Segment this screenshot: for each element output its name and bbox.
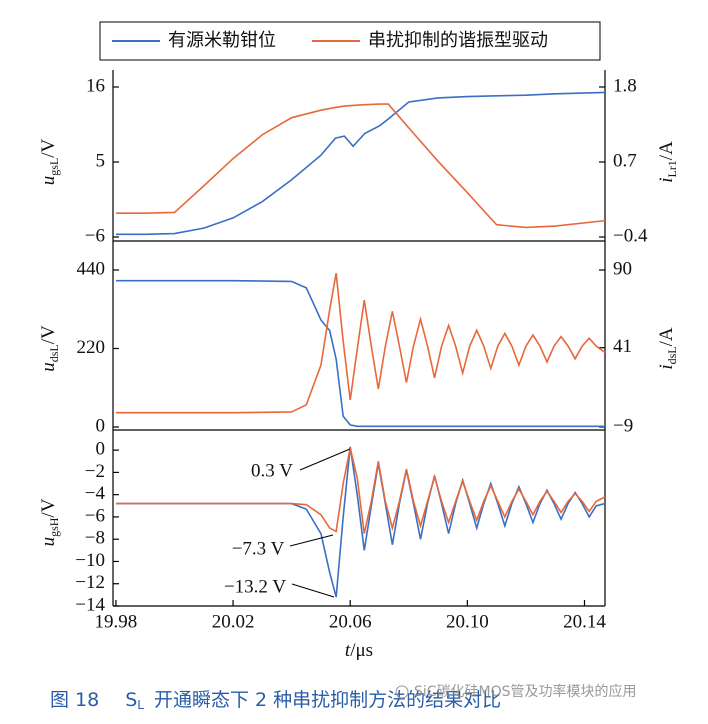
- caption-figure: 图 18: [50, 689, 99, 711]
- y-tick-label: −2: [85, 461, 105, 482]
- y-tick-label: 440: [77, 258, 106, 279]
- y-axis-label: ugsH/V: [38, 498, 60, 546]
- x-axis-label-unit: /μs: [350, 640, 373, 661]
- annotation-arrow: [299, 448, 351, 471]
- series-line: [115, 103, 606, 229]
- y-axis-label-var: u: [38, 537, 59, 547]
- annotation: −7.3 V: [232, 538, 285, 559]
- series-line: [115, 447, 606, 534]
- y2-axis-label-unit: /A: [656, 327, 677, 346]
- y2-axis-label-sub: Lr1: [665, 160, 679, 177]
- caption-text: 开通瞬态下 2 种串扰抑制方法的结果对比: [154, 689, 501, 711]
- y2-axis-label: idsL/A: [656, 327, 678, 370]
- annotation: 0.3 V: [251, 460, 293, 481]
- x-axis-label: t/μs: [345, 640, 373, 661]
- x-axis-label-var: t: [345, 640, 351, 661]
- y-axis-label-unit: /V: [38, 325, 59, 344]
- y-axis-label-var: u: [38, 176, 59, 186]
- y-tick-label: −14: [75, 594, 105, 615]
- y-tick-label: 220: [77, 337, 106, 358]
- y-tick-label: −8: [85, 528, 105, 549]
- y2-axis-label-sub: dsL: [665, 346, 679, 364]
- watermark-icon: [395, 685, 409, 699]
- y-tick-label: −6: [85, 505, 105, 526]
- y-tick-label: −4: [85, 483, 106, 504]
- y-tick-label: 0: [96, 438, 106, 459]
- y-tick-label: −10: [75, 550, 105, 571]
- y-tick-label: 0: [96, 415, 106, 436]
- y-tick-label: 5: [96, 150, 106, 171]
- caption: 图 18 SL 开通瞬态下 2 种串扰抑制方法的结果对比: [50, 689, 501, 712]
- y2-tick-label: −9: [613, 415, 633, 436]
- caption-symbol: S: [125, 689, 137, 711]
- legend-label: 有源米勒钳位: [168, 30, 276, 51]
- y2-tick-label: 1.8: [613, 75, 637, 96]
- legend-label: 串扰抑制的谐振型驱动: [368, 30, 548, 51]
- x-tick-label: 19.98: [95, 611, 138, 632]
- y2-axis-label-var: i: [656, 178, 677, 183]
- series-line: [115, 273, 606, 414]
- y2-tick-label: 90: [613, 258, 632, 279]
- watermark: SiC碳化硅MOS管及功率模块的应用: [414, 683, 637, 700]
- series-line: [115, 446, 606, 598]
- y-axis-label-var: u: [38, 362, 59, 372]
- y-axis-label-sub: gsL: [47, 158, 61, 176]
- y2-axis-label-unit: /A: [656, 141, 677, 160]
- y-tick-label: −6: [85, 225, 105, 246]
- y-tick-label: −12: [75, 572, 105, 593]
- y2-axis-label: iLr1/A: [656, 141, 678, 183]
- y-axis-label-unit: /V: [38, 498, 59, 517]
- y-tick-label: 16: [86, 75, 105, 96]
- y-axis-label-sub: gsH: [47, 517, 61, 537]
- y2-tick-label: −0.4: [613, 225, 648, 246]
- series-line: [115, 279, 605, 428]
- y-axis-label: udsL/V: [38, 325, 60, 372]
- caption-sub: L: [137, 698, 144, 712]
- y2-tick-label: 0.7: [613, 150, 637, 171]
- y-axis-label-sub: dsL: [47, 344, 61, 362]
- y2-tick-label: 41: [613, 336, 632, 357]
- annotation: −13.2 V: [224, 576, 286, 597]
- x-tick-label: 20.02: [212, 611, 255, 632]
- y-axis-label: ugsL/V: [38, 138, 60, 185]
- x-tick-label: 20.10: [446, 611, 489, 632]
- series-line: [115, 91, 606, 236]
- annotation-arrow: [289, 534, 334, 547]
- annotation-arrow: [291, 583, 335, 598]
- x-tick-label: 20.14: [563, 611, 606, 632]
- x-tick-label: 20.06: [329, 611, 372, 632]
- y2-axis-label-var: i: [656, 364, 677, 369]
- y-axis-label-unit: /V: [38, 138, 59, 157]
